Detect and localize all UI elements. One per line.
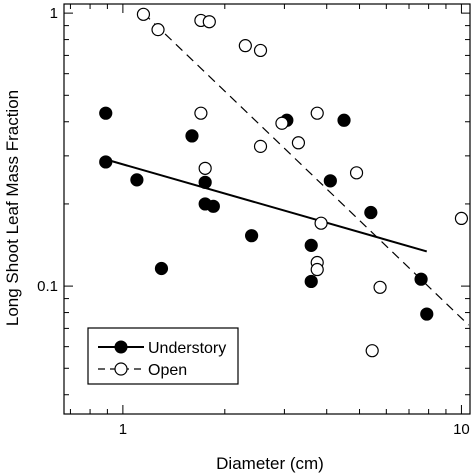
point-understory bbox=[337, 113, 351, 127]
point-open bbox=[136, 7, 151, 21]
plot-border bbox=[63, 3, 471, 415]
point-understory bbox=[364, 205, 378, 220]
point-understory bbox=[420, 307, 434, 321]
point-understory bbox=[154, 261, 169, 276]
point-open bbox=[365, 344, 379, 358]
x-tick-label: 1 bbox=[119, 421, 127, 438]
point-open bbox=[253, 139, 268, 153]
plot-frame bbox=[63, 3, 471, 415]
legend-box bbox=[87, 327, 239, 385]
legend: Understory Open bbox=[87, 327, 239, 385]
y-axis-label: Long Shoot Leaf Mass Fraction bbox=[3, 90, 22, 326]
point-open bbox=[373, 280, 387, 294]
point-understory bbox=[304, 274, 318, 289]
point-understory bbox=[198, 175, 212, 189]
x-axis-label: Diameter (cm) bbox=[216, 454, 324, 473]
point-understory bbox=[245, 229, 259, 243]
point-open bbox=[275, 116, 289, 130]
point-understory bbox=[185, 129, 199, 143]
fit-line-understory bbox=[107, 158, 428, 253]
point-open bbox=[310, 262, 324, 277]
point-open bbox=[349, 166, 364, 180]
point-open bbox=[151, 23, 165, 37]
y-axis-ticks: 0.11 bbox=[37, 5, 470, 396]
y-tick-label: 1 bbox=[50, 5, 58, 22]
point-understory bbox=[206, 199, 220, 213]
point-understory bbox=[304, 238, 318, 252]
point-open bbox=[454, 211, 469, 226]
legend-label-understory: Understory bbox=[148, 340, 226, 357]
point-open bbox=[238, 39, 252, 53]
x-tick-label: 10 bbox=[453, 421, 470, 438]
point-open bbox=[291, 136, 306, 150]
x-axis-ticks: 1 10 bbox=[69, 4, 470, 438]
fit-line-open bbox=[143, 12, 470, 326]
point-open bbox=[310, 106, 324, 120]
point-open bbox=[202, 15, 216, 29]
point-open bbox=[198, 161, 212, 175]
point-understory bbox=[99, 106, 113, 120]
point-open bbox=[194, 106, 208, 120]
point-understory bbox=[323, 174, 337, 188]
point-open bbox=[253, 43, 268, 58]
point-open bbox=[314, 216, 328, 230]
y-tick-label: 0.1 bbox=[37, 278, 58, 295]
fit-lines bbox=[107, 12, 470, 326]
legend-marker-open bbox=[114, 362, 128, 376]
data-points bbox=[99, 7, 469, 358]
point-understory bbox=[130, 173, 144, 187]
legend-label-open: Open bbox=[148, 362, 187, 379]
point-understory bbox=[414, 272, 428, 286]
legend-marker-understory bbox=[114, 340, 128, 354]
point-understory bbox=[99, 155, 113, 169]
